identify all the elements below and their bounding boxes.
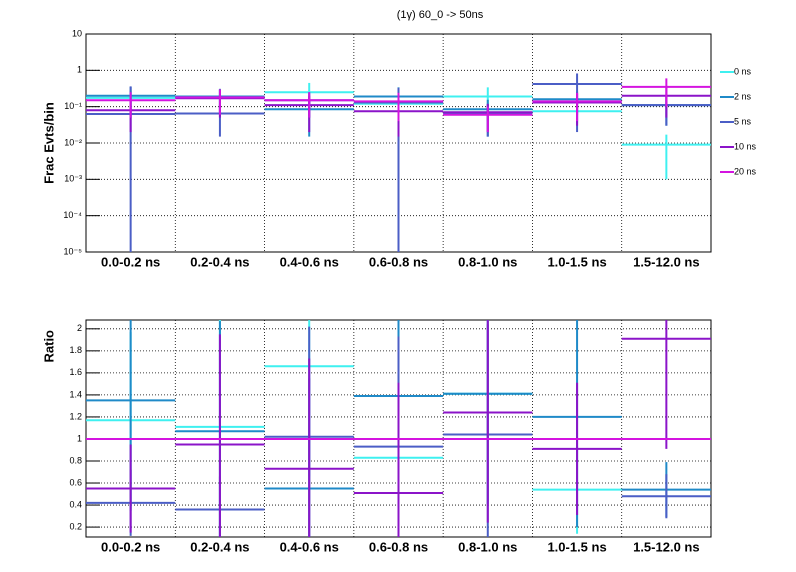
y-tick-label: 1.8 (69, 345, 82, 355)
x-tick-label: 1.0-1.5 ns (547, 539, 606, 554)
legend-label: 5 ns (734, 116, 752, 126)
y-tick-label: 10⁻¹ (64, 101, 82, 111)
y-tick-label: 1.4 (69, 389, 82, 399)
y-tick-label: 1 (77, 433, 82, 443)
x-tick-label: 0.0-0.2 ns (101, 539, 160, 554)
y-tick-label: 10⁻³ (64, 174, 82, 184)
x-tick-label: 0.4-0.6 ns (280, 539, 339, 554)
x-tick-label: 0.0-0.2 ns (101, 254, 160, 269)
x-tick-label: 0.6-0.8 ns (369, 254, 428, 269)
y-tick-label: 10⁻⁴ (63, 210, 82, 220)
y-tick-label: 1.2 (69, 411, 82, 421)
y-axis-label: Ratio (41, 330, 56, 363)
x-tick-label: 1.5-12.0 ns (633, 539, 700, 554)
y-tick-label: 2 (77, 323, 82, 333)
x-tick-label: 0.8-1.0 ns (458, 254, 517, 269)
y-tick-label: 10 (72, 28, 82, 38)
x-tick-label: 0.2-0.4 ns (190, 539, 249, 554)
x-tick-label: 1.5-12.0 ns (633, 254, 700, 269)
x-tick-label: 1.0-1.5 ns (547, 254, 606, 269)
legend-label: 20 ns (734, 166, 757, 176)
y-tick-label: 10⁻² (64, 137, 82, 147)
y-tick-label: 0.6 (69, 477, 82, 487)
x-tick-label: 0.4-0.6 ns (280, 254, 339, 269)
y-tick-label: 1 (77, 65, 82, 75)
y-tick-label: 0.4 (69, 499, 82, 509)
y-tick-label: 0.8 (69, 455, 82, 465)
x-tick-label: 0.2-0.4 ns (190, 254, 249, 269)
chart-title: (1γ) 60_0 -> 50ns (397, 9, 484, 21)
legend-label: 10 ns (734, 141, 757, 151)
y-tick-label: 1.6 (69, 367, 82, 377)
y-axis-label: Frac Evts/bin (41, 102, 56, 184)
legend-label: 2 ns (734, 91, 752, 101)
x-tick-label: 0.8-1.0 ns (458, 539, 517, 554)
y-tick-label: 10⁻⁵ (64, 246, 83, 256)
legend-label: 0 ns (734, 66, 752, 76)
y-tick-label: 0.2 (69, 521, 82, 531)
x-tick-label: 0.6-0.8 ns (369, 539, 428, 554)
